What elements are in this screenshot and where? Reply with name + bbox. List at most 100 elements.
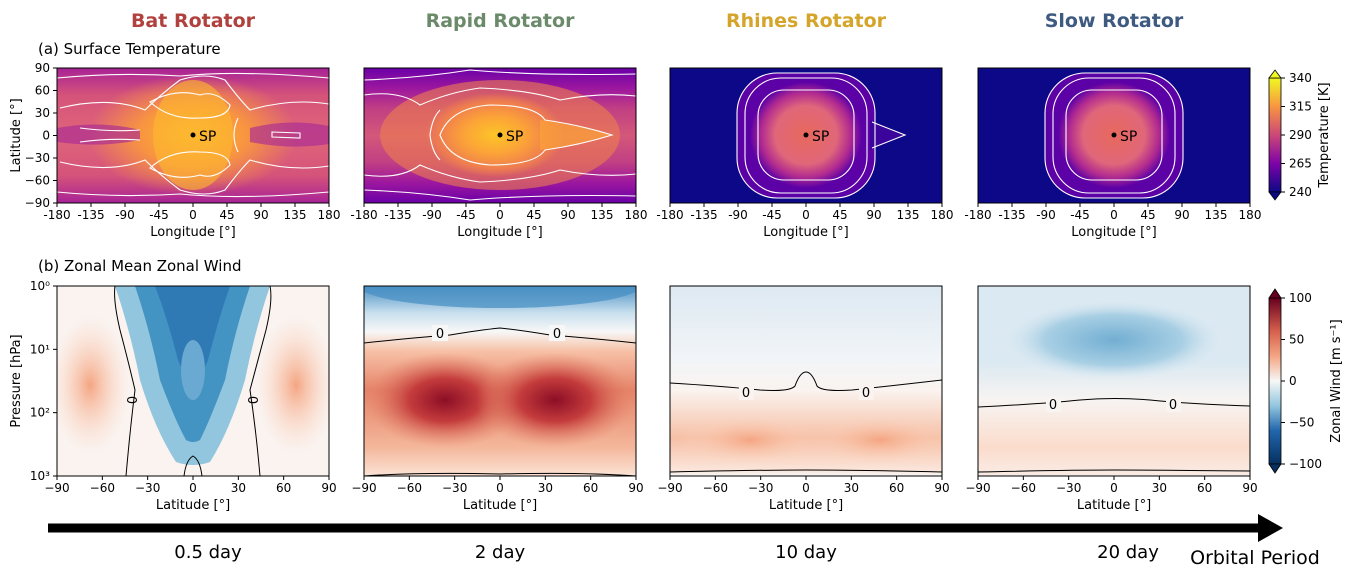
y-tick-label: 30 (35, 106, 50, 120)
svg-text:0: 0 (126, 396, 141, 404)
x-tick-label: 30 (1152, 481, 1167, 495)
x-tick-label: 45 (1140, 208, 1155, 222)
y-tick-label: 10⁰ (30, 279, 50, 293)
x-tick-label: 0 (189, 481, 197, 495)
x-tick-label: -180 (43, 208, 70, 222)
x-axis-label: Longitude [°] (1071, 225, 1156, 240)
temperature-colorbar: 240 265 290 315 340 Temperature [K] (1268, 69, 1332, 201)
x-tick-label: 135 (284, 208, 307, 222)
colorbar-tick-label: 315 (1289, 100, 1312, 114)
wind-colorbar-label: Zonal Wind [m s⁻¹] (1329, 319, 1344, 442)
x-tick-label: −60 (1011, 481, 1036, 495)
colorbar-tick-label: 50 (1289, 333, 1304, 347)
x-tick-label: −90 (351, 481, 376, 495)
colorbar-tick-label: 0 (1289, 374, 1297, 388)
row-label-b: (b) Zonal Mean Zonal Wind (38, 257, 242, 275)
x-tick-label: -135 (690, 208, 717, 222)
x-tick-label: 60 (889, 481, 904, 495)
x-axis-label: Latitude [°] (156, 498, 230, 513)
x-tick-label: -45 (456, 208, 476, 222)
svg-text:SP: SP (506, 129, 523, 145)
colorbar-tick-label: 100 (1289, 291, 1312, 305)
x-tick-label: −90 (965, 481, 990, 495)
x-tick-label: 90 (321, 481, 336, 495)
x-tick-label: -180 (656, 208, 683, 222)
x-tick-label: -135 (384, 208, 411, 222)
axes-layer: -180 -135 -90 -45 0 45 90 135 180 Longitude [°] -1… (9, 61, 1261, 513)
x-tick-label: 60 (583, 481, 598, 495)
x-tick-label: 0 (802, 208, 810, 222)
period-label-rhines: 10 day (775, 542, 837, 563)
x-tick-label: 0 (1110, 208, 1118, 222)
x-tick-label: 90 (1174, 208, 1189, 222)
x-tick-label: 0 (1110, 481, 1118, 495)
x-tick-label: 0 (496, 208, 504, 222)
svg-text:0: 0 (742, 386, 750, 401)
orbital-period-label: Orbital Period (1190, 547, 1320, 565)
x-tick-label: −60 (703, 481, 728, 495)
column-title-rapid: Rapid Rotator (426, 10, 576, 32)
period-label-bat: 0.5 day (174, 542, 242, 563)
x-axis-label: Latitude [°] (769, 498, 843, 513)
y-tick-label: −60 (25, 174, 50, 188)
svg-text:SP: SP (1120, 129, 1137, 145)
wind-panel-slow: 0 0 (978, 286, 1250, 476)
x-tick-label: 45 (219, 208, 234, 222)
x-tick-label: −60 (397, 481, 422, 495)
substellar-marker-slow: SP (1111, 129, 1137, 145)
substellar-marker-rhines: SP (803, 129, 829, 145)
y-tick-label: 60 (35, 84, 50, 98)
x-tick-label: 0 (802, 481, 810, 495)
x-tick-label: 180 (931, 208, 954, 222)
x-tick-label: -180 (350, 208, 377, 222)
x-tick-label: −60 (90, 481, 115, 495)
x-axis-label: Longitude [°] (150, 225, 235, 240)
x-tick-label: −90 (657, 481, 682, 495)
y-tick-label: 10¹ (30, 342, 50, 356)
temperature-colorbar-label: Temperature [K] (1317, 82, 1332, 188)
x-tick-label: −30 (1056, 481, 1081, 495)
x-tick-label: −30 (748, 481, 773, 495)
y-tick-label: −90 (25, 196, 50, 210)
colorbar-tick-label: 265 (1289, 157, 1312, 171)
column-title-slow: Slow Rotator (1045, 10, 1184, 32)
x-tick-label: 0 (496, 481, 504, 495)
wind-panel-rhines: 0 0 (670, 286, 942, 476)
x-tick-label: 90 (560, 208, 575, 222)
x-tick-label: 135 (897, 208, 920, 222)
svg-text:0: 0 (1169, 398, 1177, 413)
colorbar-tick-label: −100 (1289, 457, 1322, 471)
x-axis-label: Longitude [°] (763, 225, 848, 240)
x-tick-label: −30 (135, 481, 160, 495)
x-tick-label: 30 (231, 481, 246, 495)
x-tick-label: -90 (728, 208, 748, 222)
y-tick-label: −30 (25, 151, 50, 165)
x-tick-label: 60 (276, 481, 291, 495)
column-title-bat: Bat Rotator (131, 10, 256, 32)
x-tick-label: 180 (1239, 208, 1262, 222)
svg-text:0: 0 (244, 396, 259, 404)
y-axis-label: Latitude [°] (9, 98, 24, 172)
x-tick-label: -45 (149, 208, 169, 222)
x-tick-label: 45 (526, 208, 541, 222)
y-tick-label: 10³ (30, 469, 50, 483)
colorbar-tick-label: 240 (1289, 185, 1312, 199)
substellar-marker-rapid: SP (497, 129, 523, 145)
x-tick-label: 30 (538, 481, 553, 495)
wind-panel-bat: 0 0 (57, 286, 329, 476)
x-tick-label: -45 (1070, 208, 1090, 222)
x-tick-label: 90 (628, 481, 643, 495)
x-tick-label: 90 (866, 208, 881, 222)
x-tick-label: -135 (77, 208, 104, 222)
x-tick-label: 135 (1205, 208, 1228, 222)
x-tick-label: -180 (964, 208, 991, 222)
x-tick-label: 45 (832, 208, 847, 222)
x-tick-label: -135 (998, 208, 1025, 222)
x-tick-label: -90 (115, 208, 135, 222)
x-tick-label: -90 (1036, 208, 1056, 222)
x-tick-label: 90 (934, 481, 949, 495)
x-tick-label: 60 (1197, 481, 1212, 495)
wind-panel-rapid: 0 0 (364, 286, 636, 476)
x-tick-label: 135 (591, 208, 614, 222)
